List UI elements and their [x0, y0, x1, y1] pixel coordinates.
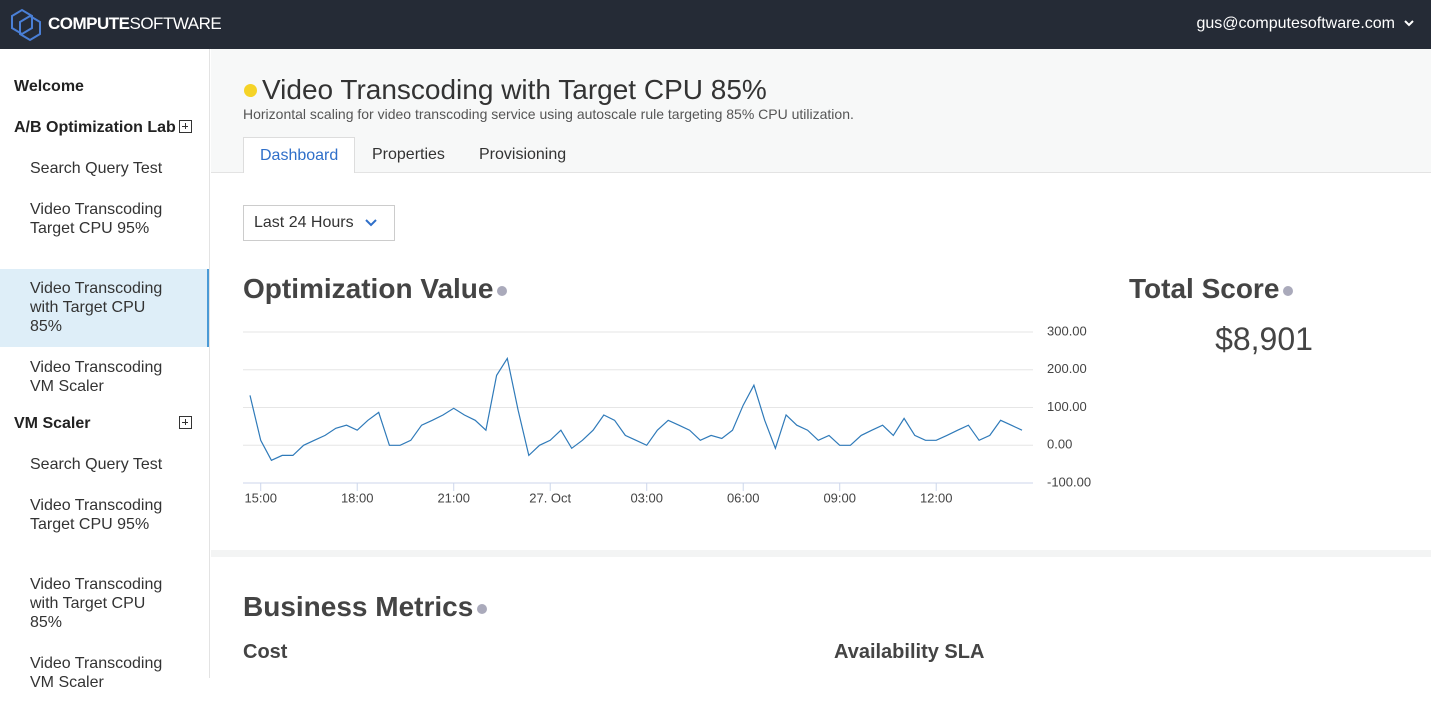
metric-title: Cost	[243, 641, 288, 663]
header: COMPUTESOFTWARE gus@computesoftware.com	[0, 0, 1431, 49]
nav-item[interactable]: Video Transcoding with Target CPU 85%	[0, 269, 209, 347]
nav-item[interactable]: Search Query Test	[30, 456, 163, 473]
tab[interactable]: Provisioning	[479, 146, 567, 163]
sidebar: Welcome A/B Optimization Lab Search Query …	[0, 49, 210, 691]
x-tick-label: 06:00	[727, 490, 760, 505]
chart-title: Optimization Value	[243, 273, 494, 304]
nav-item[interactable]: Search Query Test	[30, 160, 163, 177]
x-tick-label: 21:00	[437, 490, 470, 505]
page-header	[211, 49, 1431, 173]
y-tick-label: -100.00	[1047, 474, 1091, 489]
section-title: Business Metrics	[243, 591, 474, 622]
range-label: Last 24 Hours	[254, 214, 354, 231]
chevron	[365, 219, 377, 227]
y-tick-label: 300.00	[1047, 323, 1087, 338]
metric-title: Availability SLA	[834, 641, 985, 663]
logo	[11, 8, 41, 42]
x-tick-label: 27. Oct	[529, 490, 571, 505]
tab[interactable]: Dashboard	[243, 137, 356, 173]
nav-item[interactable]: Video Transcoding VM Scaler	[30, 655, 163, 691]
info-icon	[497, 285, 508, 296]
nav-item[interactable]: Video Transcoding VM Scaler	[30, 359, 163, 395]
expand-icon[interactable]	[179, 416, 192, 429]
info-icon	[1283, 285, 1294, 296]
data-line	[249, 356, 1023, 462]
x-tick-label: 09:00	[823, 490, 856, 505]
total-score: $8,901	[1215, 321, 1313, 357]
nav-item[interactable]: Video Transcoding Target CPU 95%	[30, 201, 163, 237]
brand: COMPUTE	[48, 14, 130, 33]
x-tick-label: 03:00	[630, 490, 663, 505]
y-tick-label: 0.00	[1047, 437, 1072, 452]
chevron	[1404, 20, 1414, 27]
x-tick-label: 15:00	[244, 490, 277, 505]
nav-item[interactable]: Welcome	[14, 78, 84, 95]
page-title: Video Transcoding with Target CPU 85%	[262, 74, 767, 105]
y-tick-label: 100.00	[1047, 399, 1087, 414]
user-menu[interactable]: gus@computesoftware.com	[1196, 15, 1395, 32]
x-tick-label: 18:00	[341, 490, 374, 505]
total-score-title: Total Score	[1129, 273, 1280, 304]
nav-group[interactable]: A/B Optimization Lab	[14, 119, 176, 136]
brand: SOFTWARE	[129, 14, 222, 33]
y-tick-label: 200.00	[1047, 361, 1087, 376]
info-icon	[477, 603, 488, 614]
tab[interactable]: Properties	[372, 146, 445, 163]
nav-item[interactable]: Video Transcoding Target CPU 95%	[30, 497, 163, 533]
chart: 300.00 200.00 100.00 0.00 -100.00 15:00 18:00 2…	[243, 323, 1091, 505]
range-select[interactable]: Last 24 Hours	[243, 205, 395, 241]
status-dot	[244, 84, 257, 97]
expand-icon[interactable]	[179, 120, 192, 133]
divider	[211, 550, 1431, 557]
page-subtitle: Horizontal scaling for video transcoding…	[243, 106, 854, 122]
x-tick-label: 12:00	[920, 490, 953, 505]
nav-item[interactable]: Video Transcoding with Target CPU 85%	[30, 576, 163, 631]
nav-group[interactable]: VM Scaler	[14, 415, 91, 432]
